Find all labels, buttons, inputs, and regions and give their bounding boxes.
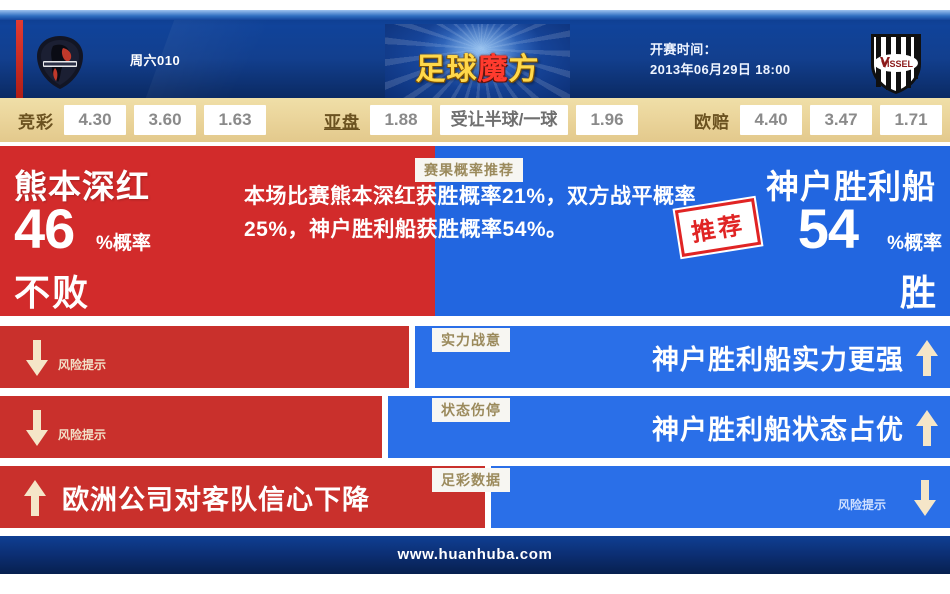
home-prediction-result: 不败 — [14, 272, 91, 313]
factor-row-form-left — [0, 396, 382, 458]
logo-glow — [421, 24, 542, 90]
odds-oupei-home: 4.40 — [740, 105, 802, 135]
home-team-name: 熊本深红 — [14, 168, 150, 205]
home-probability-suffix: %概率 — [96, 233, 151, 254]
factor-row-strength-right-text: 神户胜利船实力更强 — [652, 345, 904, 375]
brand-logo-part1: 足球 — [415, 53, 478, 86]
factor-row-strength-left — [0, 326, 409, 388]
away-probability-suffix: %概率 — [887, 233, 942, 254]
factor-row-strength-left-note: 风险提示 — [58, 358, 107, 372]
brand-logo-part2: 魔 — [477, 53, 509, 86]
up-arrow-icon — [916, 410, 938, 446]
up-arrow-icon — [916, 340, 938, 376]
section-tag-betting-data: 足彩数据 — [432, 468, 510, 492]
away-crest-label: VISSEL — [881, 59, 914, 69]
up-arrow-icon — [24, 480, 46, 516]
kickoff-info: 开赛时间： 2013年06月29日 18:00 — [650, 40, 791, 80]
odds-oupei-label: 欧赔 — [694, 112, 730, 132]
factor-row-betting-data-left — [0, 466, 485, 528]
home-probability-block: 熊本深红 46 %概率 不败 — [0, 146, 435, 316]
away-team-crest-icon: VISSEL — [866, 30, 926, 96]
odds-jingcai-home: 4.30 — [64, 105, 126, 135]
section-tag-probability: 赛果概率推荐 — [415, 158, 523, 182]
section-tag-form: 状态伤停 — [432, 398, 510, 422]
site-url: www.huanhuba.com — [397, 546, 553, 563]
header-bar: 周六010 足球魔方 开赛时间： 2013年06月29日 18:00 — [0, 10, 950, 98]
odds-jingcai-away: 1.63 — [204, 105, 266, 135]
away-team-name: 神户胜利船 — [766, 168, 936, 205]
odds-oupei-away: 1.71 — [880, 105, 942, 135]
header-red-accent — [16, 20, 23, 98]
away-prediction-result: 胜 — [899, 272, 936, 313]
factor-row-form-right-text: 神户胜利船状态占优 — [652, 415, 904, 445]
away-probability-value: 54 — [797, 197, 859, 260]
row-divider-1 — [0, 388, 950, 396]
odds-handicap-odds: 1.96 — [576, 105, 638, 135]
odds-bar: 竞彩 4.30 3.60 1.63 亚盘 1.88 受让半球/一球 1.96 欧… — [0, 98, 950, 142]
top-white-margin — [0, 0, 950, 10]
odds-jingcai-label: 竞彩 — [18, 112, 54, 132]
probability-panel: 熊本深红 46 %概率 不败 神户胜利船 54 %概率 胜 推荐 本场比赛熊本深… — [0, 146, 950, 316]
footer-bar: www.huanhuba.com — [0, 536, 950, 574]
kickoff-value: 2013年06月29日 18:00 — [650, 62, 791, 77]
brand-logo-part3: 方 — [508, 53, 540, 86]
factor-row-betting-data-left-text: 欧洲公司对客队信心下降 — [62, 485, 370, 515]
brand-logo-text: 足球魔方 — [385, 44, 570, 88]
row-divider-2 — [0, 458, 950, 466]
odds-handicap-text: 受让半球/一球 — [440, 105, 568, 135]
bottom-white-margin — [0, 574, 950, 594]
factor-row-form-left-note: 风险提示 — [58, 428, 107, 442]
down-arrow-icon — [26, 340, 48, 376]
down-arrow-icon — [914, 480, 936, 516]
brand-logo: 足球魔方 — [385, 24, 570, 98]
factor-row-betting-data-right — [491, 466, 950, 528]
home-probability-value: 46 — [14, 197, 75, 260]
probability-narrative: 本场比赛熊本深红获胜概率21%，双方战平概率25%，神户胜利船获胜概率54%。 — [244, 185, 697, 241]
home-team-crest-icon — [25, 32, 95, 92]
odds-yapan-value: 1.88 — [370, 105, 432, 135]
section-tag-strength: 实力战意 — [432, 328, 510, 352]
odds-yapan-label: 亚盘 — [324, 112, 360, 132]
factor-row-betting-data-right-note: 风险提示 — [837, 498, 886, 512]
odds-jingcai-draw: 3.60 — [134, 105, 196, 135]
factor-row-betting-data: 欧洲公司对客队信心下降 风险提示 — [0, 466, 950, 528]
down-arrow-icon — [26, 410, 48, 446]
kickoff-label: 开赛时间： — [650, 42, 718, 57]
odds-oupei-draw: 3.47 — [810, 105, 872, 135]
match-number: 周六010 — [130, 53, 181, 68]
